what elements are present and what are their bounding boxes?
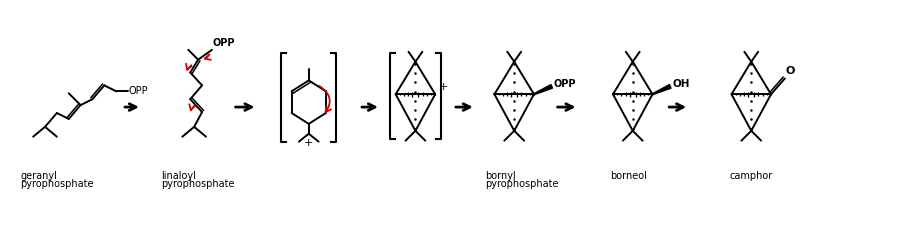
Text: linaloyl: linaloyl bbox=[162, 171, 196, 181]
Text: OPP: OPP bbox=[554, 79, 576, 89]
Text: O: O bbox=[786, 67, 796, 76]
Text: borneol: borneol bbox=[610, 171, 647, 181]
Text: bornyl: bornyl bbox=[486, 171, 517, 181]
Polygon shape bbox=[652, 84, 671, 95]
Text: camphor: camphor bbox=[730, 171, 773, 181]
Text: pyrophosphate: pyrophosphate bbox=[21, 179, 94, 189]
Polygon shape bbox=[534, 84, 553, 95]
Text: pyrophosphate: pyrophosphate bbox=[486, 179, 559, 189]
Text: geranyl: geranyl bbox=[21, 171, 58, 181]
Text: pyrophosphate: pyrophosphate bbox=[162, 179, 235, 189]
Text: +: + bbox=[304, 138, 313, 148]
Text: OH: OH bbox=[672, 79, 689, 89]
Text: OPP: OPP bbox=[129, 86, 148, 96]
Text: OPP: OPP bbox=[213, 38, 236, 48]
Text: +: + bbox=[439, 82, 448, 92]
